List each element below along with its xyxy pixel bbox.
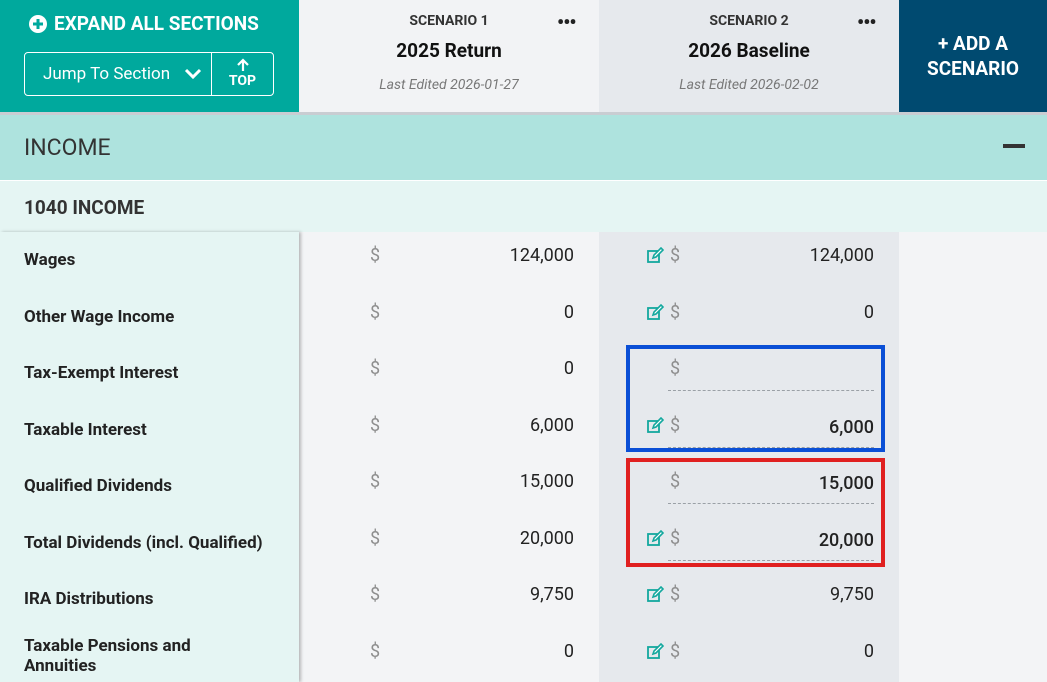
- currency-symbol: $: [670, 471, 681, 492]
- value: 6,000: [829, 416, 874, 438]
- highlight-box: [626, 345, 885, 452]
- row-label: Taxable Pensions and Annuities: [24, 635, 191, 676]
- top-text: TOP: [228, 73, 257, 89]
- expand-all-text: EXPAND ALL SECTIONS: [54, 12, 259, 35]
- value: 124,000: [809, 245, 874, 266]
- collapse-icon: [1003, 144, 1025, 148]
- section-header[interactable]: INCOME: [0, 115, 1047, 180]
- value: 0: [563, 301, 574, 323]
- scenario-label: SCENARIO 1: [409, 13, 489, 29]
- currency-symbol: $: [370, 301, 381, 323]
- currency-symbol: $: [370, 527, 381, 549]
- input-underline[interactable]: [668, 503, 874, 504]
- scenario-name: 2026 Baseline: [688, 39, 810, 62]
- row-label: Taxable Interest: [24, 419, 147, 440]
- currency-symbol: $: [670, 414, 681, 436]
- value: 15,000: [519, 471, 574, 492]
- currency-symbol: $: [670, 358, 681, 379]
- toolbar: EXPAND ALL SECTIONS Jump To Section TOP: [0, 0, 299, 112]
- label-column: [0, 232, 299, 682]
- expand-all-button[interactable]: EXPAND ALL SECTIONS: [28, 12, 259, 35]
- value: 0: [863, 301, 874, 323]
- currency-symbol: $: [370, 640, 381, 662]
- row-label: Tax-Exempt Interest: [24, 363, 179, 383]
- value: 124,000: [509, 245, 574, 266]
- value: 20,000: [818, 529, 874, 551]
- currency-symbol: $: [670, 527, 681, 549]
- currency-symbol: $: [670, 584, 681, 605]
- row-label: IRA Distributions: [24, 589, 154, 609]
- scenario-name: 2025 Return: [396, 39, 502, 62]
- add-scenario-text: + ADD A SCENARIO: [927, 32, 1019, 80]
- scenario-header: SCENARIO 2 ••• 2026 Baseline Last Edited…: [599, 0, 899, 112]
- up-arrow: [237, 58, 249, 71]
- plus-icon: [29, 14, 47, 33]
- row-label: Total Dividends (incl. Qualified): [24, 532, 263, 553]
- row-label: Other Wage Income: [24, 306, 175, 327]
- highlight-box: [626, 458, 885, 567]
- currency-symbol: $: [670, 640, 681, 662]
- currency-symbol: $: [670, 245, 681, 266]
- top-button[interactable]: TOP: [211, 52, 274, 96]
- scenario-column: [599, 232, 899, 682]
- row-label: Qualified Dividends: [24, 476, 172, 496]
- menu-dots[interactable]: •••: [857, 10, 877, 34]
- edit-icon[interactable]: [646, 303, 665, 326]
- edit-icon[interactable]: [646, 642, 665, 665]
- currency-symbol: $: [670, 301, 681, 323]
- last-edited: Last Edited 2026-01-27: [379, 77, 519, 93]
- currency-symbol: $: [370, 414, 381, 436]
- divider: [0, 112, 1047, 115]
- currency-symbol: $: [370, 584, 381, 605]
- scenario-label: SCENARIO 2: [709, 13, 789, 29]
- jump-to-text: Jump To Section: [43, 64, 171, 84]
- value: 9,750: [529, 584, 574, 605]
- value: 0: [863, 640, 874, 662]
- edit-icon[interactable]: [646, 585, 665, 608]
- add-scenario-button[interactable]: + ADD A SCENARIO: [899, 0, 1047, 112]
- currency-symbol: $: [370, 245, 381, 266]
- value: 0: [563, 640, 574, 662]
- input-underline[interactable]: [668, 390, 874, 391]
- currency-symbol: $: [370, 471, 381, 492]
- last-edited: Last Edited 2026-02-02: [679, 77, 819, 93]
- edit-icon[interactable]: [646, 416, 665, 439]
- currency-symbol: $: [370, 358, 381, 379]
- edit-icon[interactable]: [646, 529, 665, 552]
- input-underline[interactable]: [668, 446, 874, 448]
- jump-to-select[interactable]: Jump To Section: [24, 52, 212, 96]
- menu-dots[interactable]: •••: [557, 10, 577, 34]
- section-title: INCOME: [24, 134, 111, 161]
- value: 15,000: [818, 473, 874, 494]
- chevron: [184, 68, 202, 80]
- edit-icon[interactable]: [646, 246, 665, 269]
- input-underline[interactable]: [668, 559, 874, 561]
- scenario-header: SCENARIO 1 ••• 2025 Return Last Edited 2…: [299, 0, 599, 112]
- subsection-header: 1040 INCOME: [0, 180, 1047, 232]
- value: 9,750: [829, 584, 874, 605]
- value: 20,000: [519, 527, 574, 549]
- subsection-title: 1040 INCOME: [24, 196, 145, 219]
- value: 0: [563, 358, 574, 379]
- value: 6,000: [529, 414, 574, 436]
- row-label: Wages: [24, 250, 76, 270]
